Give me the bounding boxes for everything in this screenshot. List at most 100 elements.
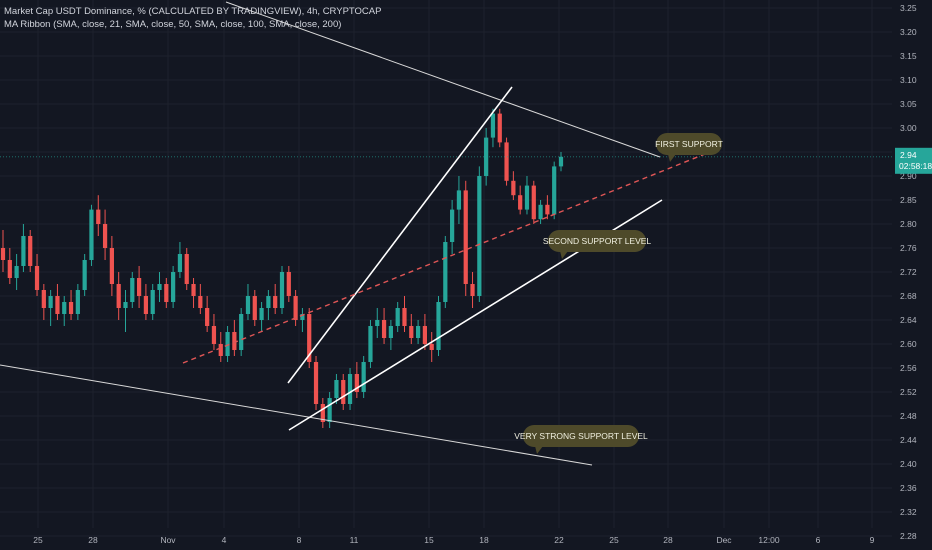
candle-body: [259, 308, 264, 320]
candle-body: [429, 344, 434, 350]
y-tick-label: 3.15: [900, 51, 917, 61]
x-tick-label: Dec: [716, 535, 732, 545]
candle-body: [327, 398, 332, 422]
candle-body: [245, 296, 251, 314]
x-tick-label: 18: [479, 535, 489, 545]
candle-body: [307, 314, 312, 362]
y-tick-label: 2.36: [900, 483, 917, 493]
candle-body: [286, 272, 291, 296]
candle-body: [232, 332, 237, 350]
candle-body: [157, 284, 162, 290]
y-tick-label: 2.52: [900, 387, 917, 397]
candle-body: [116, 284, 121, 308]
candle-body: [313, 362, 319, 404]
candle-body: [198, 296, 203, 308]
candle-body: [96, 209, 101, 224]
candle-body: [28, 236, 33, 266]
candle-body: [300, 314, 305, 320]
candle-body: [320, 404, 325, 422]
candle-body: [123, 302, 128, 308]
y-tick-label: 2.44: [900, 435, 917, 445]
candle-body: [184, 254, 189, 284]
x-tick-label: 28: [663, 535, 673, 545]
candle-body: [136, 278, 142, 296]
candle-body: [89, 209, 94, 260]
x-tick-label: 25: [609, 535, 619, 545]
legend-indicator[interactable]: MA Ribbon (SMA, close, 21, SMA, close, 5…: [4, 19, 342, 30]
candle-body: [354, 374, 359, 392]
y-tick-label: 2.80: [900, 219, 917, 229]
candle-body: [368, 326, 373, 362]
candle-body: [205, 308, 210, 326]
candle-body: [225, 332, 230, 356]
candle-body: [177, 254, 183, 272]
first-support-callout-tail: [668, 154, 676, 162]
first-support-callout-label: FIRST SUPPORT: [655, 139, 723, 149]
candle-body: [266, 296, 271, 308]
candle-body: [375, 320, 380, 326]
candle-body: [395, 308, 400, 326]
x-axis: 25 28 Nov 4 8 11 15 18 22 25 28 Dec 12:00 6 9: [33, 535, 874, 545]
candle-body: [334, 380, 339, 398]
y-tick-label: 2.32: [900, 507, 917, 517]
candle-body: [538, 204, 543, 220]
candle-body: [171, 272, 176, 302]
candle-body: [41, 290, 46, 308]
x-tick-label: 22: [554, 535, 564, 545]
y-tick-label: 2.64: [900, 315, 917, 325]
x-tick-label: Nov: [160, 535, 176, 545]
dashed-mid-line: [182, 147, 721, 364]
candle-body: [82, 260, 87, 290]
candle-body: [456, 190, 462, 210]
y-tick-label: 2.68: [900, 291, 917, 301]
candle-body: [518, 195, 523, 210]
candle-body: [443, 242, 448, 302]
candle-body: [211, 326, 217, 344]
candle-body: [490, 113, 496, 138]
candle-body: [341, 380, 346, 404]
second-support-callout-bubble: [548, 230, 646, 252]
candle-body: [470, 284, 475, 296]
y-tick-label: 3.20: [900, 27, 917, 37]
candle-body: [436, 302, 441, 350]
candle-body: [524, 185, 530, 210]
candle-body: [415, 326, 421, 338]
candle-body: [218, 344, 223, 356]
candle-body: [531, 185, 536, 220]
very-strong-support-line: [0, 364, 593, 466]
price-tag-value: 2.94: [900, 150, 917, 160]
candle-body: [388, 326, 393, 338]
candle-body: [477, 176, 482, 296]
candle-body: [361, 362, 366, 392]
candle-body: [130, 278, 135, 302]
candle-body: [511, 180, 516, 196]
candle-body: [55, 296, 60, 314]
candle-body: [552, 166, 557, 215]
very-strong-support-callout-bubble: [523, 425, 639, 447]
y-tick-label: 2.72: [900, 267, 917, 277]
candle-body: [545, 204, 550, 215]
legend-title[interactable]: Market Cap USDT Dominance, % (CALCULATED…: [4, 6, 382, 17]
chart-legend: Market Cap USDT Dominance, % (CALCULATED…: [4, 5, 381, 31]
candles: [0, 108, 564, 428]
x-tick-label: 11: [350, 535, 359, 545]
price-tag-box: [895, 147, 932, 174]
y-tick-label: 2.76: [900, 243, 917, 253]
x-tick-label: 4: [222, 535, 227, 545]
candle-body: [422, 326, 428, 344]
candle-body: [14, 266, 19, 278]
candle-body: [239, 314, 244, 350]
x-tick-label: 12:00: [758, 535, 780, 545]
callouts: FIRST SUPPORT SECOND SUPPORT LEVEL VERY ST…: [514, 133, 723, 454]
very-strong-support-callout-tail: [535, 446, 543, 454]
candle-body: [21, 236, 26, 266]
y-tick-label: 3.10: [900, 75, 917, 85]
descending-resistance-line: [225, 1, 661, 158]
y-tick-label: 3.25: [900, 3, 917, 13]
candle-body: [273, 296, 278, 308]
candle-body: [102, 224, 108, 248]
x-tick-label: 15: [424, 535, 434, 545]
y-tick-label: 3.00: [900, 123, 917, 133]
candle-body: [109, 248, 114, 284]
